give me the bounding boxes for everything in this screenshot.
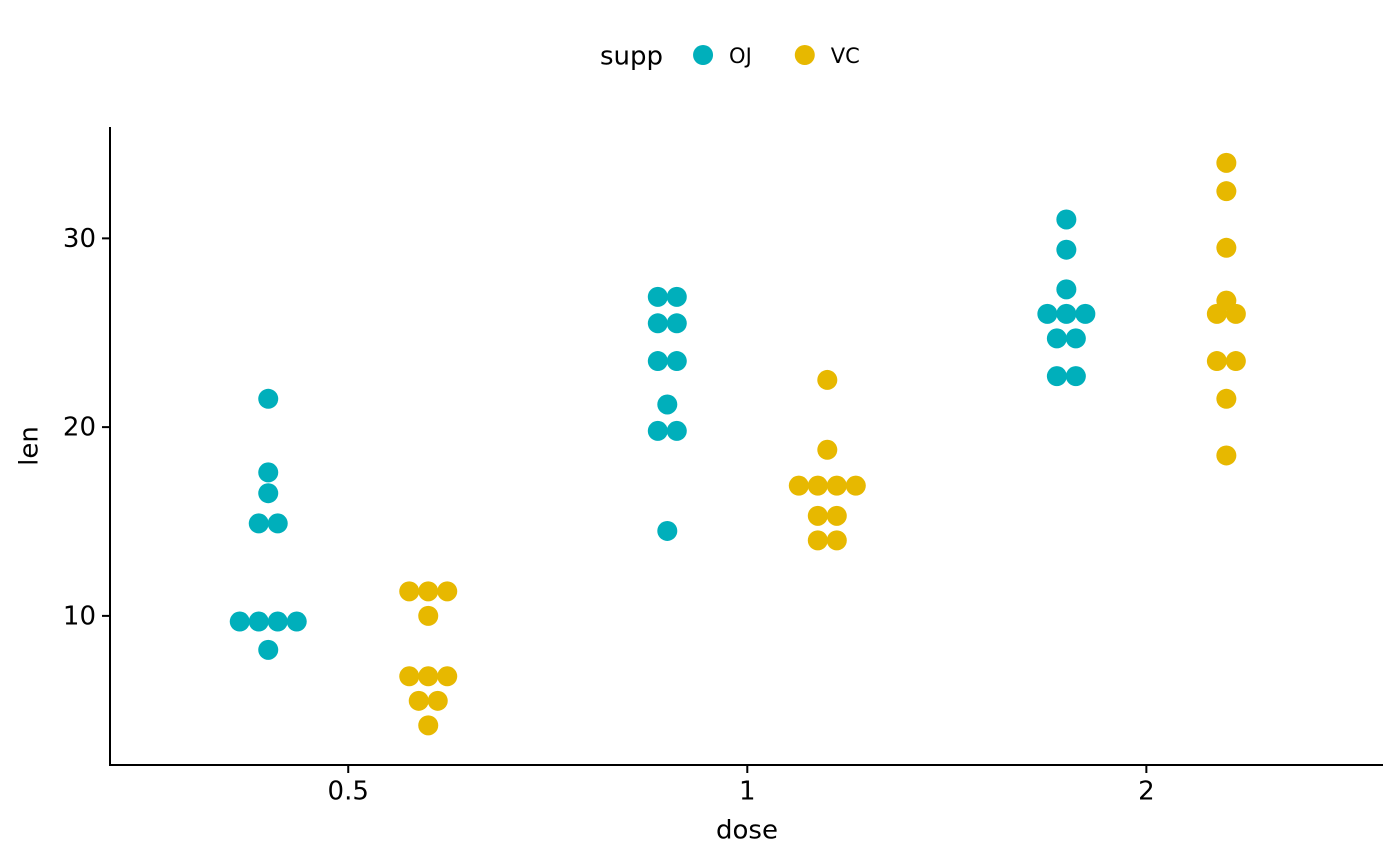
dot [418,605,439,626]
dot [807,475,828,496]
y-axis-label: len [15,426,45,466]
dot [657,394,678,415]
dot [826,505,847,526]
dot [666,286,687,307]
dot [1216,388,1237,409]
x-tick-label: 2 [1138,777,1155,807]
dot [647,351,668,372]
dot [817,369,838,390]
y-tick-label: 30 [63,224,96,254]
dot [229,611,250,632]
dot [1216,152,1237,173]
y-tick-label: 10 [63,601,96,631]
dot [437,581,458,602]
dot [1056,239,1077,260]
dot [408,690,429,711]
x-axis-label: dose [716,816,778,846]
dot [1056,303,1077,324]
dot [1216,237,1237,258]
x-tick-label: 0.5 [328,777,369,807]
dot [1216,445,1237,466]
dot [1046,366,1067,387]
dot [286,611,307,632]
dot [788,475,809,496]
dot [418,666,439,687]
dot [666,420,687,441]
legend-swatch [794,45,815,65]
legend-label: OJ [729,44,752,68]
dot [1037,303,1058,324]
dot [418,581,439,602]
dot [807,505,828,526]
dot [826,530,847,551]
dot [258,388,279,409]
dot [1056,209,1077,230]
dot [1065,366,1086,387]
dot [666,351,687,372]
dot [399,581,420,602]
dot [267,513,288,534]
dot [845,475,866,496]
dot [1216,181,1237,202]
dot [267,611,288,632]
dot [437,666,458,687]
dot [666,313,687,334]
dot [1225,303,1246,324]
dot [657,520,678,541]
dot [1046,328,1067,349]
dot [258,462,279,483]
x-tick-label: 1 [739,777,756,807]
dot [1206,303,1227,324]
dot [1206,351,1227,372]
legend-label: VC [831,44,860,68]
dot [248,611,269,632]
dot [826,475,847,496]
dot [647,420,668,441]
y-tick-label: 20 [63,413,96,443]
dot [817,439,838,460]
dot [647,313,668,334]
legend-title: supp [600,42,663,72]
dot [807,530,828,551]
dot [1065,328,1086,349]
legend-swatch [693,45,714,65]
dot [399,666,420,687]
dot [1225,351,1246,372]
dot [427,690,448,711]
dot [258,483,279,504]
dot [647,286,668,307]
dot [418,715,439,736]
dot [1056,279,1077,300]
dot [248,513,269,534]
dot [258,639,279,660]
dot [1075,303,1096,324]
